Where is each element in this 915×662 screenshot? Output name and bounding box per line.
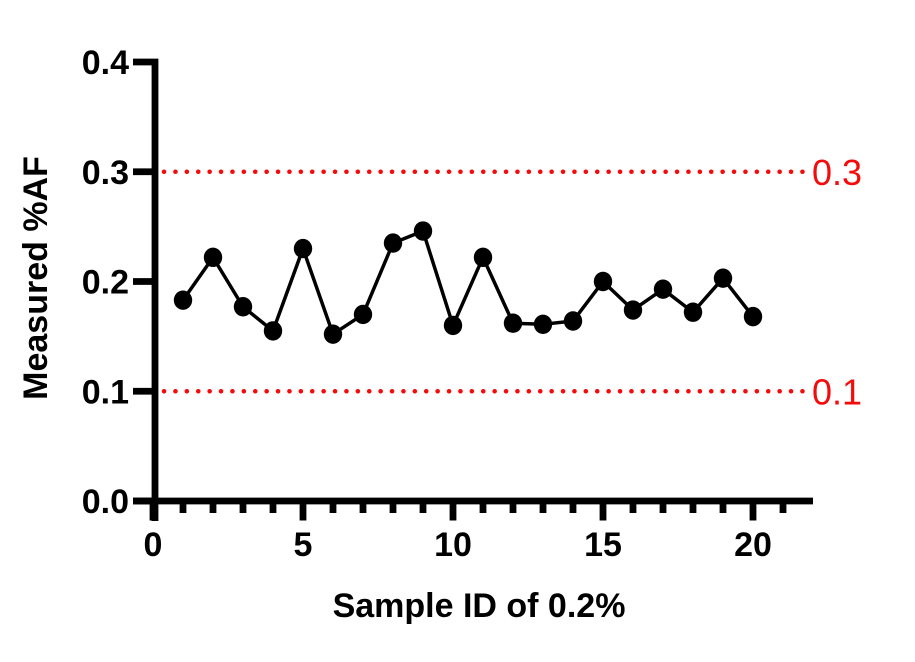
- y-tick-label: 0.1: [82, 373, 129, 411]
- data-point: [383, 233, 403, 253]
- x-tick-label: 0: [144, 526, 163, 564]
- reference-line-label: 0.1: [812, 371, 862, 412]
- data-point: [233, 297, 253, 317]
- x-tick-label: 15: [584, 526, 622, 564]
- plot-area: 0.0 0.1 0.2 0.3 0.4 0 5 10 15 20 0.3 0.1: [82, 44, 862, 564]
- y-tick-label: 0.4: [82, 44, 129, 82]
- y-tick-label: 0.2: [82, 264, 129, 302]
- data-point: [323, 324, 343, 344]
- data-point: [353, 304, 373, 325]
- data-point: [683, 302, 703, 322]
- data-point: [713, 268, 733, 288]
- data-point: [173, 290, 193, 310]
- data-point: [533, 314, 553, 335]
- data-point: [743, 306, 763, 327]
- y-axis-title: Measured %AF: [17, 156, 55, 400]
- data-point: [593, 271, 613, 292]
- x-tick-label: 10: [434, 526, 472, 564]
- y-tick-label: 0.0: [82, 483, 129, 521]
- data-point: [413, 221, 433, 241]
- data-point: [293, 238, 313, 259]
- x-tick-label: 20: [734, 526, 772, 564]
- data-point: [623, 300, 643, 320]
- y-tick-label: 0.3: [82, 154, 129, 192]
- reference-line-label: 0.3: [812, 152, 862, 193]
- data-point: [653, 279, 673, 299]
- data-point: [473, 247, 493, 268]
- data-point: [503, 313, 523, 333]
- data-point: [443, 315, 463, 336]
- data-point: [203, 247, 223, 268]
- x-axis-title: Sample ID of 0.2%: [333, 587, 626, 625]
- data-point: [263, 321, 283, 341]
- x-tick-label: 5: [294, 526, 313, 564]
- data-point: [563, 311, 583, 331]
